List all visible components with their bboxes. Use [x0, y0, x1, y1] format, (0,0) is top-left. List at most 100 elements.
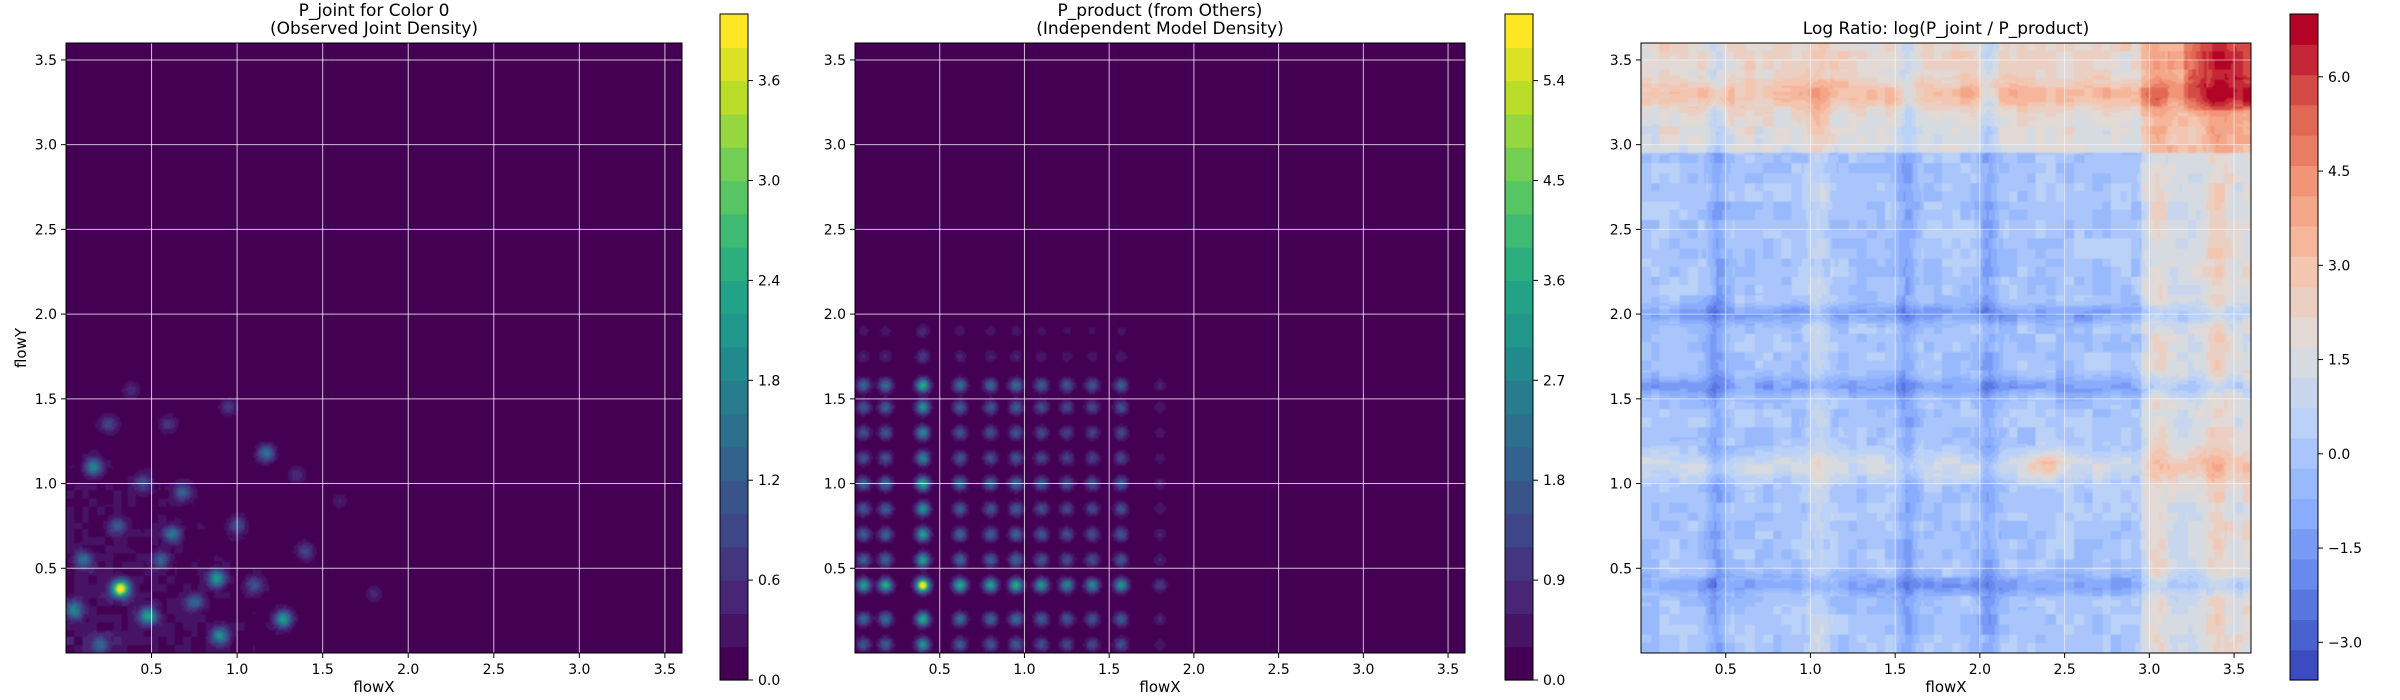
- colorbar-band: [2290, 437, 2318, 469]
- panel2-colorbar-frame: [1504, 13, 1534, 681]
- x-tick-label: 0.5: [929, 662, 951, 678]
- colorbar-band: [2290, 347, 2318, 378]
- colorbar-band: [1505, 180, 1533, 215]
- panel-joint-density: P_joint for Color 0 (Observed Joint Dens…: [12, 1, 780, 696]
- x-tick-label: 1.0: [1013, 662, 1035, 678]
- colorbar-band: [2290, 286, 2318, 318]
- colorbar-tick-label: 1.8: [758, 373, 780, 389]
- panel1-heatmap: [66, 43, 682, 653]
- panel2-plot-area: 0.5 1.0 1.5 2.0 2.5 3.0 3.5 0.5 1.0 1.5 2.0 2.5 3.0…: [824, 42, 1466, 678]
- colorbar-band: [720, 480, 748, 515]
- colorbar-band: [2290, 14, 2318, 45]
- colorbar-band: [720, 180, 748, 215]
- panel3-frame: [1640, 42, 2252, 654]
- colorbar-band: [720, 147, 748, 182]
- panel2-y-ticks: 0.5 1.0 1.5 2.0 2.5 3.0 3.5: [824, 53, 855, 577]
- colorbar-band: [720, 247, 748, 281]
- panel1-xlabel: flowX: [353, 678, 394, 696]
- colorbar-band: [2290, 74, 2318, 106]
- colorbar-band: [2290, 225, 2318, 257]
- colorbar-band: [720, 80, 748, 115]
- colorbar-band: [2290, 619, 2318, 651]
- colorbar-tick-label: 1.5: [2328, 353, 2350, 369]
- colorbar-band: [1505, 80, 1533, 115]
- colorbar-band: [2290, 528, 2318, 560]
- y-tick-label: 2.0: [1610, 307, 1632, 323]
- colorbar-band: [2290, 165, 2318, 197]
- colorbar-band: [1505, 113, 1533, 148]
- colorbar-band: [720, 47, 748, 82]
- x-tick-label: 3.5: [654, 662, 676, 678]
- colorbar-tick-label: 3.0: [758, 174, 780, 190]
- colorbar-band: [720, 446, 748, 481]
- panel1-colorbar: 0.0 0.6 1.2 1.8 2.4 3.0 3.6: [719, 13, 780, 689]
- colorbar-band: [720, 613, 748, 648]
- colorbar-band: [1505, 147, 1533, 182]
- colorbar-band: [2290, 468, 2318, 499]
- y-tick-label: 3.0: [1610, 138, 1632, 154]
- panel-product-density: P_product (from Others) (Independent Mod…: [824, 1, 1566, 696]
- x-tick-label: 3.0: [1352, 662, 1374, 678]
- colorbar-tick-label: 3.6: [1543, 273, 1565, 289]
- panel1-ylabel: flowY: [12, 327, 30, 368]
- panel2-title-line1: P_product (from Others): [1058, 1, 1263, 21]
- x-tick-label: 3.5: [1437, 662, 1459, 678]
- panel1-colorbar-ticks: 0.0 0.6 1.2 1.8 2.4 3.0 3.6: [748, 74, 780, 689]
- x-tick-label: 2.0: [1969, 662, 1991, 678]
- x-tick-label: 2.5: [1267, 662, 1289, 678]
- colorbar-band: [720, 347, 748, 381]
- panel1-x-ticks: 0.5 1.0 1.5 2.0 2.5 3.0 3.5: [140, 653, 676, 678]
- colorbar-band: [720, 14, 748, 48]
- x-tick-label: 0.5: [140, 662, 162, 678]
- colorbar-band: [2290, 316, 2318, 348]
- colorbar-band: [2290, 589, 2318, 621]
- panel2-title-line2: (Independent Model Density): [1036, 19, 1284, 39]
- colorbar-band: [720, 413, 748, 448]
- colorbar-tick-label: 3.6: [758, 74, 780, 90]
- y-tick-label: 1.5: [35, 392, 57, 408]
- y-tick-label: 1.5: [824, 392, 846, 408]
- x-tick-label: 1.0: [226, 662, 248, 678]
- x-tick-label: 3.0: [568, 662, 590, 678]
- panel3-heatmap: [1641, 43, 2251, 653]
- y-tick-label: 0.5: [824, 561, 846, 577]
- colorbar-tick-label: 3.0: [2328, 258, 2350, 274]
- panel1-title-line2: (Observed Joint Density): [270, 19, 478, 39]
- colorbar-band: [1505, 446, 1533, 481]
- panel2-heatmap: [855, 43, 1465, 653]
- panel3-colorbar: −3.0 −1.5 0.0 1.5 3.0 4.5 6.0: [2289, 13, 2362, 681]
- panel3-y-ticks: 0.5 1.0 1.5 2.0 2.5 3.0 3.5: [1610, 53, 1641, 577]
- panel3-colorbar-frame: [2289, 13, 2319, 681]
- colorbar-tick-label: 2.7: [1543, 373, 1565, 389]
- colorbar-band: [2290, 256, 2318, 288]
- y-tick-label: 2.0: [824, 307, 846, 323]
- y-tick-label: 2.5: [35, 222, 57, 238]
- colorbar-tick-label: 0.6: [758, 573, 780, 589]
- colorbar-band: [1505, 513, 1533, 548]
- colorbar-band: [2290, 377, 2318, 409]
- x-tick-label: 0.5: [1715, 662, 1737, 678]
- panel2-xlabel: flowX: [1139, 678, 1180, 696]
- y-tick-label: 2.5: [824, 222, 846, 238]
- colorbar-band: [2290, 649, 2318, 681]
- colorbar-tick-label: 1.2: [758, 473, 780, 489]
- colorbar-band: [1505, 247, 1533, 281]
- colorbar-band: [720, 380, 748, 415]
- y-tick-label: 1.5: [1610, 392, 1632, 408]
- colorbar-band: [2290, 135, 2318, 166]
- panel1-frame: [65, 42, 683, 654]
- colorbar-band: [1505, 313, 1533, 348]
- y-tick-label: 3.5: [35, 53, 57, 69]
- x-tick-label: 1.5: [1098, 662, 1120, 678]
- panel1-colorbar-bands: [720, 14, 748, 681]
- y-tick-label: 3.5: [1610, 53, 1632, 69]
- panel1-colorbar-frame: [719, 13, 749, 681]
- colorbar-band: [1505, 613, 1533, 648]
- y-tick-label: 3.5: [824, 53, 846, 69]
- y-tick-label: 1.0: [824, 477, 846, 493]
- panel2-colorbar: 0.0 0.9 1.8 2.7 3.6 4.5 5.4: [1504, 13, 1565, 689]
- x-tick-label: 2.5: [2053, 662, 2075, 678]
- panel1-grid: [66, 43, 682, 653]
- colorbar-tick-label: 0.0: [758, 673, 780, 689]
